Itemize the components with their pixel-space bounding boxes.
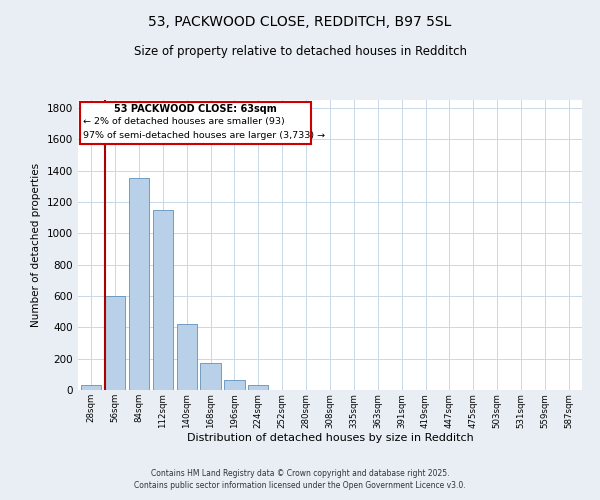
Bar: [105, 296, 125, 390]
Bar: [152, 210, 173, 390]
Bar: [200, 362, 221, 390]
Y-axis label: Number of detached properties: Number of detached properties: [31, 163, 41, 327]
Text: Size of property relative to detached houses in Redditch: Size of property relative to detached ho…: [133, 45, 467, 58]
Text: 53 PACKWOOD CLOSE: 63sqm: 53 PACKWOOD CLOSE: 63sqm: [114, 104, 277, 114]
Text: ← 2% of detached houses are smaller (93): ← 2% of detached houses are smaller (93): [83, 118, 285, 126]
Bar: [224, 380, 245, 390]
Text: Contains public sector information licensed under the Open Government Licence v3: Contains public sector information licen…: [134, 481, 466, 490]
Text: 97% of semi-detached houses are larger (3,733) →: 97% of semi-detached houses are larger (…: [83, 131, 325, 140]
Text: 53, PACKWOOD CLOSE, REDDITCH, B97 5SL: 53, PACKWOOD CLOSE, REDDITCH, B97 5SL: [148, 15, 452, 29]
Bar: [81, 384, 101, 390]
Bar: [248, 386, 268, 390]
X-axis label: Distribution of detached houses by size in Redditch: Distribution of detached houses by size …: [187, 433, 473, 443]
Bar: [80, 102, 311, 144]
Text: Contains HM Land Registry data © Crown copyright and database right 2025.: Contains HM Land Registry data © Crown c…: [151, 468, 449, 477]
Bar: [129, 178, 149, 390]
Bar: [176, 324, 197, 390]
